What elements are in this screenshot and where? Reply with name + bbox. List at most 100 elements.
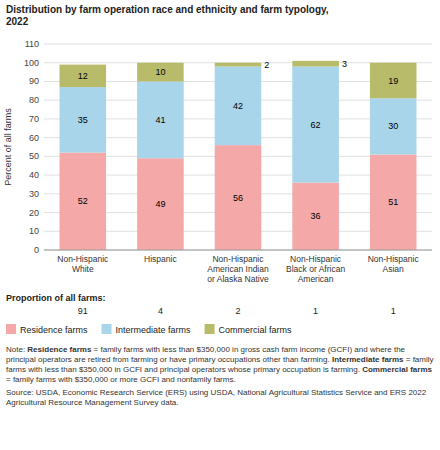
note-word: primary bbox=[253, 365, 280, 374]
data-label: 36 bbox=[311, 211, 321, 221]
data-label: 12 bbox=[78, 71, 88, 81]
bar-segment bbox=[370, 63, 417, 99]
note: Source:USDA,EconomicResearchService(ERS)… bbox=[6, 388, 427, 397]
y-tick-label: 20 bbox=[29, 208, 39, 218]
x-tick-label-line: Non-Hispanic bbox=[57, 254, 109, 264]
note-word: data. bbox=[161, 398, 179, 407]
y-tick-label: 80 bbox=[29, 95, 39, 105]
bar-segment bbox=[60, 153, 107, 250]
note-word: where bbox=[369, 345, 392, 354]
y-tick-label: 110 bbox=[25, 39, 39, 49]
note-word: other bbox=[263, 355, 282, 364]
note-word: gross bbox=[241, 345, 261, 354]
x-tick-label: Non-HispanicAmerican Indianor Alaska Nat… bbox=[207, 254, 269, 284]
title: Distribution by farm operation race and … bbox=[6, 4, 329, 27]
y-tick-label: 50 bbox=[29, 151, 39, 161]
note-word: with bbox=[57, 375, 72, 384]
chart: Distribution by farm operation race and … bbox=[0, 0, 440, 450]
y-axis-label: Percent of all farms bbox=[3, 108, 13, 186]
bar-segment bbox=[215, 145, 262, 250]
note-word: farm bbox=[281, 345, 297, 354]
note-word: nonfamily bbox=[177, 375, 211, 384]
note-word: and bbox=[161, 375, 174, 384]
note-word: 2022 bbox=[408, 388, 426, 397]
note-word: than bbox=[179, 345, 195, 354]
x-tick-label-line: Black or African bbox=[286, 264, 345, 274]
note-word: Management bbox=[85, 398, 132, 407]
note-word: with bbox=[145, 345, 160, 354]
note-word: and bbox=[354, 345, 367, 354]
note-word: in bbox=[232, 345, 238, 354]
note-word: income bbox=[300, 345, 326, 354]
title-line: Distribution by farm operation race and … bbox=[6, 4, 329, 15]
note-word: farms bbox=[410, 365, 432, 374]
x-tick-label-line: Non-Hispanic bbox=[212, 254, 264, 264]
note-word: less bbox=[45, 365, 59, 374]
note-word: with bbox=[27, 365, 42, 374]
data-label: 56 bbox=[233, 193, 243, 203]
grid bbox=[44, 44, 432, 250]
note-word: whose bbox=[227, 365, 252, 374]
note-word: principal bbox=[160, 365, 190, 374]
bar-segment bbox=[292, 183, 339, 250]
note-word: Economic bbox=[62, 388, 97, 397]
y-tick-label: 60 bbox=[29, 133, 39, 143]
note-word: the bbox=[394, 345, 406, 354]
note-word: than bbox=[283, 355, 299, 364]
note-word: from bbox=[113, 355, 129, 364]
bar-segment bbox=[292, 61, 339, 67]
x-tick-label: Non-HispanicAsian bbox=[368, 254, 420, 274]
x-tick-label-line: White bbox=[72, 264, 94, 274]
legend-label: Commercial farms bbox=[219, 325, 293, 335]
note-word: primary bbox=[189, 355, 216, 364]
note-word: than bbox=[61, 365, 77, 374]
note-word: = bbox=[94, 345, 99, 354]
x-tick-label-line: American bbox=[298, 274, 334, 284]
note-word: Intermediate bbox=[332, 355, 380, 364]
bar-segment bbox=[137, 81, 184, 158]
proportion-value: 1 bbox=[313, 306, 318, 316]
note-word: Service bbox=[345, 388, 372, 397]
note-word: farms bbox=[70, 345, 92, 354]
bar-segment bbox=[292, 66, 339, 182]
note-word: cash bbox=[262, 345, 279, 354]
note-word: Survey bbox=[134, 398, 159, 407]
x-axis-line bbox=[44, 250, 432, 251]
legend-swatch bbox=[205, 324, 215, 334]
note-word: farms bbox=[36, 375, 56, 384]
y-tick-label: 10 bbox=[29, 226, 39, 236]
y-tick-label: 30 bbox=[29, 189, 39, 199]
data-label: 49 bbox=[155, 199, 165, 209]
note-word: Source: bbox=[6, 388, 34, 397]
note: principaloperatorsareretiredfromfarmingo… bbox=[6, 355, 434, 364]
note: farmswithlessthan$350,000inGCFIandprinci… bbox=[6, 365, 433, 374]
note-word: $350,000 bbox=[75, 375, 109, 384]
note-word: USDA, bbox=[211, 388, 235, 397]
note-word: GCFI bbox=[140, 375, 159, 384]
note-word: (ERS) bbox=[165, 388, 187, 397]
note-word: USDA, bbox=[36, 388, 60, 397]
grid-line bbox=[44, 250, 432, 251]
note-word: Resource bbox=[48, 398, 83, 407]
note-word: family bbox=[100, 345, 121, 354]
note-word: $350,000 bbox=[197, 345, 231, 354]
x-tick-label: Hispanic bbox=[144, 254, 177, 264]
x-tick-label-line: Non-Hispanic bbox=[368, 254, 420, 264]
grid-line bbox=[44, 44, 432, 45]
note-word: Agricultural bbox=[269, 388, 309, 397]
note-word: Research bbox=[100, 388, 134, 397]
data-label: 62 bbox=[311, 120, 321, 130]
data-label: 41 bbox=[155, 115, 165, 125]
bar-segment bbox=[370, 98, 417, 154]
proportion-value: 4 bbox=[158, 306, 163, 316]
data-label: 2 bbox=[264, 60, 269, 70]
legend-swatch bbox=[102, 324, 112, 334]
note-word: Note: bbox=[6, 345, 25, 354]
note-word: = bbox=[6, 375, 11, 384]
proportion-value: 1 bbox=[391, 306, 396, 316]
note-word: ERS bbox=[390, 388, 406, 397]
note-word: less bbox=[162, 345, 176, 354]
note-word: retired bbox=[88, 355, 111, 364]
note-word: farms bbox=[6, 365, 26, 374]
note-word: family bbox=[413, 355, 434, 364]
